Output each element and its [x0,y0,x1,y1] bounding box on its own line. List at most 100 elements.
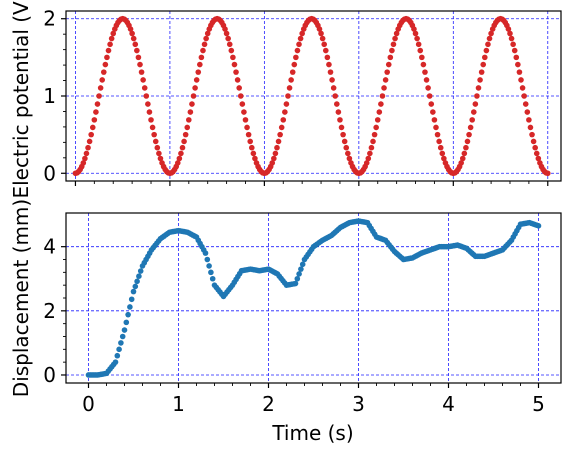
data-point [469,117,476,123]
data-point [289,69,296,75]
data-point [420,61,427,68]
data-point [363,160,370,166]
data-point [83,150,90,157]
data-point [282,109,288,115]
data-point [368,144,375,151]
top-grid [66,11,561,181]
data-point [535,223,542,229]
data-point [236,85,242,91]
data-point [85,144,91,151]
data-point [230,54,236,61]
data-point [434,131,441,138]
data-point [296,41,302,48]
data-point [203,35,209,42]
data-point [371,131,378,138]
data-point [389,47,395,54]
y-tick-label: 1 [43,84,56,108]
data-point [387,54,394,61]
data-point [475,85,482,91]
data-point [412,30,419,37]
top-panel: 0 1 2 Electric potential (V) [9,0,562,199]
data-point [297,35,304,42]
data-point [193,77,200,83]
top-y-axis-label: Electric potential (V) [9,0,33,199]
data-point [515,61,521,68]
y-tick-label: 2 [43,7,56,31]
data-point [463,144,469,151]
data-point [299,30,305,37]
y-tick-label: 4 [43,235,56,259]
data-point [114,352,121,359]
data-point [250,150,257,157]
data-point [174,160,181,166]
data-point [486,35,493,42]
data-point [110,30,117,37]
data-point [225,35,231,42]
data-point [294,47,301,54]
data-point [86,138,93,145]
data-point [233,69,239,75]
data-point [516,69,523,75]
data-point [507,30,513,37]
data-point [99,77,106,83]
data-point [319,35,326,42]
data-point [544,170,551,177]
data-point [367,150,373,157]
data-point [93,109,99,115]
data-point [190,93,197,99]
data-point [151,131,157,138]
data-point [329,77,335,83]
data-point [228,47,235,54]
data-point [335,109,342,115]
data-point [529,131,535,138]
data-point [275,138,282,145]
data-point [519,85,526,91]
data-point [112,359,119,365]
data-point [102,61,109,68]
data-point [428,101,435,107]
data-point [513,54,520,61]
data-point [116,346,122,353]
data-point [341,138,348,145]
data-point [532,144,538,151]
data-point [334,101,340,107]
data-point [384,69,390,75]
data-point [247,138,254,145]
data-point [426,93,433,99]
x-axis-label: Time (s) [271,421,353,445]
data-point [299,261,306,268]
data-point [157,155,164,162]
data-point [209,275,216,282]
data-point [322,47,329,54]
data-point [431,117,438,123]
bottom-y-axis-label: Displacement (mm) [9,199,33,397]
data-point [134,47,140,54]
data-point [296,271,302,277]
data-point [82,155,88,162]
data-point [248,144,255,151]
data-point [100,69,107,75]
data-point [332,93,339,99]
data-point [436,138,442,145]
data-point [204,30,211,37]
data-point [292,280,299,287]
data-point [181,138,187,145]
data-point [202,250,209,256]
data-point [269,160,276,166]
data-point [186,117,192,123]
data-point [136,273,142,279]
data-point [137,61,143,68]
data-point [184,124,191,131]
data-point [510,41,516,48]
data-point [374,117,381,123]
data-point [467,124,474,131]
bottom-data-points [85,218,542,378]
data-point [346,155,353,162]
bottom-axes-frame [65,212,562,384]
data-point [130,35,137,42]
data-point [318,30,324,37]
x-tick-label: 2 [262,392,275,416]
data-point [373,124,379,131]
data-point [200,47,206,54]
data-point [283,101,290,107]
